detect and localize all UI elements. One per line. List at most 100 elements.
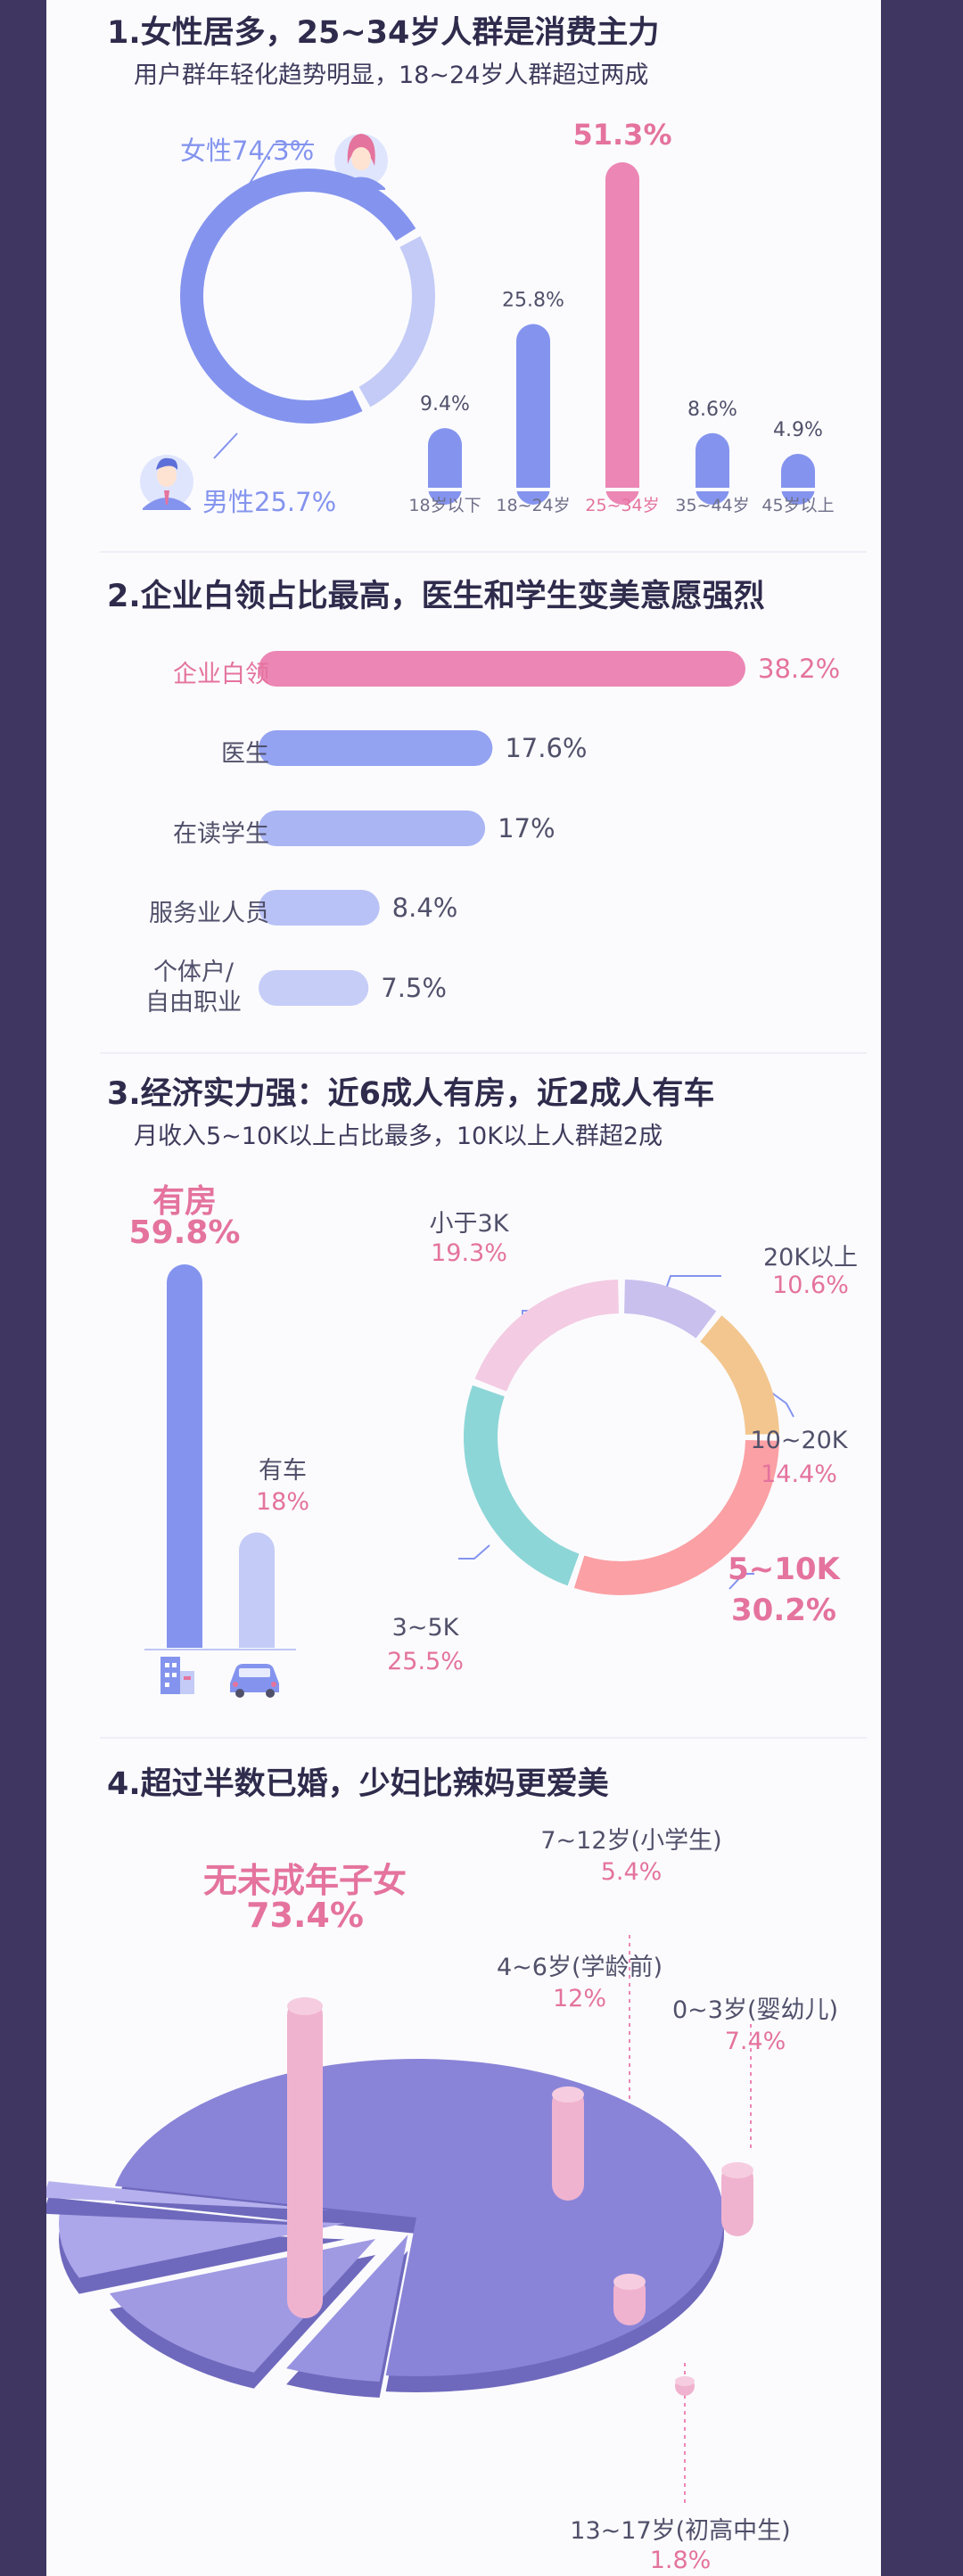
- gender-donut-chart: [140, 134, 435, 510]
- occupation-bar: [259, 970, 369, 1006]
- male-avatar-icon: [140, 455, 193, 510]
- children-label-highlight: 无未成年子女: [202, 1861, 407, 1900]
- pie-slice: [46, 2181, 330, 2211]
- children-value: 7.4%: [724, 2028, 786, 2055]
- occupation-bar: [259, 651, 745, 687]
- occupation-value-label: 38.2%: [758, 654, 840, 684]
- house-label: 有房: [152, 1183, 217, 1220]
- income-value: 25.5%: [387, 1648, 464, 1675]
- income-label: 10~20K: [750, 1427, 848, 1454]
- age-value-label: 25.8%: [502, 289, 564, 311]
- income-arc: [464, 1385, 580, 1586]
- value-pillar-cap: [552, 2086, 584, 2103]
- occupation-label: 在读学生: [173, 820, 269, 848]
- income-leader-line: [766, 1388, 794, 1418]
- income-arc: [573, 1439, 779, 1595]
- income-arc: [474, 1280, 620, 1392]
- male-arc: [358, 235, 435, 407]
- children-label: 13~17岁(初高中生): [570, 2517, 791, 2545]
- section3-subtitle: 月收入5~10K以上占比最多，10K以上人群超2成: [134, 1123, 663, 1150]
- occupation-label: 企业白领: [173, 661, 269, 688]
- male-label: 男性25.7%: [202, 487, 337, 517]
- section1-subtitle: 用户群年轻化趋势明显，18~24岁人群超过两成: [134, 62, 649, 89]
- value-pillar-cap: [613, 2274, 646, 2290]
- occupation-bar-chart: 38.2% 17.6% 17% 8.4% 7.5%: [259, 651, 840, 1006]
- age-bar: [696, 432, 729, 505]
- children-label: 0~3岁(婴幼儿): [671, 1996, 839, 2024]
- children-value: 5.4%: [600, 1858, 663, 1886]
- male-leader-line: [213, 432, 238, 459]
- value-pillar-cap: [287, 1997, 323, 2015]
- value-pillar: [287, 1997, 323, 2318]
- age-tick-label: 18岁以下: [408, 496, 481, 515]
- age-bar: [605, 162, 639, 505]
- age-tick-label: 45岁以上: [761, 496, 834, 515]
- occupation-label: 医生: [221, 740, 269, 768]
- occupation-value-label: 17%: [498, 813, 555, 844]
- occupation-label-line: 个体户/: [152, 959, 235, 986]
- children-value-highlight: 73.4%: [246, 1896, 364, 1935]
- occupation-label-line: 自由职业: [145, 989, 242, 1016]
- income-value: 14.4%: [761, 1461, 837, 1488]
- occupation-bar: [259, 811, 486, 846]
- value-pillar-cap: [675, 2376, 695, 2386]
- children-pie-chart: [46, 1935, 753, 2507]
- children-value: 12%: [552, 1985, 606, 2012]
- age-bar-chart: 9.4% 18岁以下 25.8% 18~24岁 51.3% 25~34岁 8.6% 35~44…: [407, 118, 835, 515]
- value-pillar-cap: [721, 2162, 753, 2178]
- age-bar: [781, 454, 815, 505]
- income-label-highlight: 5~10K: [728, 1551, 840, 1587]
- pie-slice: [59, 2210, 345, 2278]
- age-bar: [516, 324, 550, 505]
- value-pillar: [552, 2086, 584, 2201]
- occupation-value-label: 17.6%: [505, 733, 587, 763]
- income-label: 3~5K: [391, 1614, 459, 1642]
- age-tick-label: 35~44岁: [675, 496, 749, 515]
- asset-bar-chart: [144, 1264, 296, 1698]
- income-donut-chart: [458, 1275, 794, 1595]
- car-bar: [239, 1532, 275, 1648]
- divider: [100, 1052, 867, 1054]
- income-arc: [623, 1280, 717, 1339]
- car-label: 有车: [259, 1457, 307, 1485]
- occupation-value-label: 7.5%: [381, 973, 447, 1003]
- children-label: 7~12岁(小学生): [540, 1827, 722, 1855]
- income-arc: [699, 1315, 779, 1436]
- occupation-label: 服务业人员: [149, 900, 269, 927]
- income-leader-line: [458, 1544, 490, 1560]
- occupation-bar: [259, 730, 493, 766]
- age-value-label: 4.9%: [773, 419, 823, 441]
- occupation-value-label: 8.4%: [392, 893, 458, 923]
- divider: [100, 551, 867, 553]
- female-arc: [180, 169, 416, 424]
- section3-title: 3.经济实力强：近6成人有房，近2成人有车: [107, 1076, 715, 1112]
- bar-base: [167, 1630, 202, 1648]
- section1-title: 1.女性居多，25~34岁人群是消费主力: [107, 15, 660, 51]
- age-value-label: 51.3%: [572, 118, 671, 152]
- occupation-label-multiline: 个体户/ 自由职业: [118, 958, 269, 1018]
- section2-title: 2.企业白领占比最高，医生和学生变美意愿强烈: [107, 579, 765, 614]
- age-axis-mask: [407, 488, 835, 491]
- value-pillar: [721, 2162, 753, 2236]
- pie-slice-depth: [46, 2197, 330, 2227]
- section4-title: 4.超过半数已婚，少妇比辣妈更爱美: [107, 1766, 609, 1802]
- income-leader-line: [728, 1573, 754, 1590]
- children-label: 4~6岁(学龄前): [496, 1954, 663, 1981]
- female-label: 女性74.3%: [180, 136, 315, 166]
- age-value-label: 9.4%: [420, 393, 470, 416]
- infographic-card: 1.女性居多，25~34岁人群是消费主力 用户群年轻化趋势明显，18~24岁人群…: [46, 0, 881, 2576]
- age-bar: [428, 428, 462, 505]
- income-value-highlight: 30.2%: [731, 1593, 836, 1628]
- age-tick-label: 25~34岁: [585, 496, 659, 515]
- income-value: 19.3%: [431, 1239, 507, 1267]
- divider: [100, 1737, 867, 1739]
- bar-base: [239, 1630, 275, 1648]
- house-value: 59.8%: [128, 1214, 241, 1251]
- income-value: 10.6%: [772, 1272, 849, 1299]
- pie-slice: [286, 2234, 408, 2382]
- children-value: 1.8%: [649, 2547, 712, 2574]
- income-label: 20K以上: [762, 1244, 859, 1272]
- building-icon: [160, 1657, 194, 1694]
- house-bar: [167, 1264, 202, 1648]
- age-value-label: 8.6%: [687, 399, 737, 421]
